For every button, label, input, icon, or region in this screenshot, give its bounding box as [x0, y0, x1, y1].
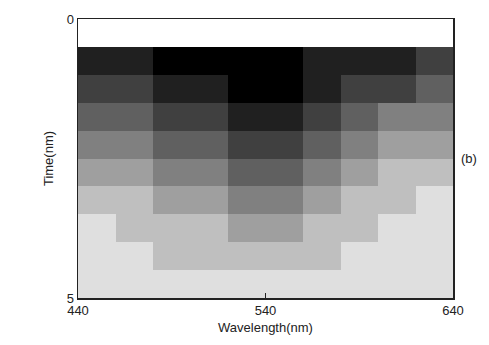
svg-text:(b): (b)	[461, 151, 477, 166]
svg-text:640: 640	[442, 303, 464, 318]
svg-text:540: 540	[255, 303, 277, 318]
svg-text:5: 5	[67, 291, 74, 306]
svg-text:0: 0	[67, 12, 74, 27]
svg-text:Time(nm): Time(nm)	[41, 131, 56, 186]
svg-text:Wavelength(nm): Wavelength(nm)	[218, 320, 313, 335]
svg-text:440: 440	[67, 303, 89, 318]
